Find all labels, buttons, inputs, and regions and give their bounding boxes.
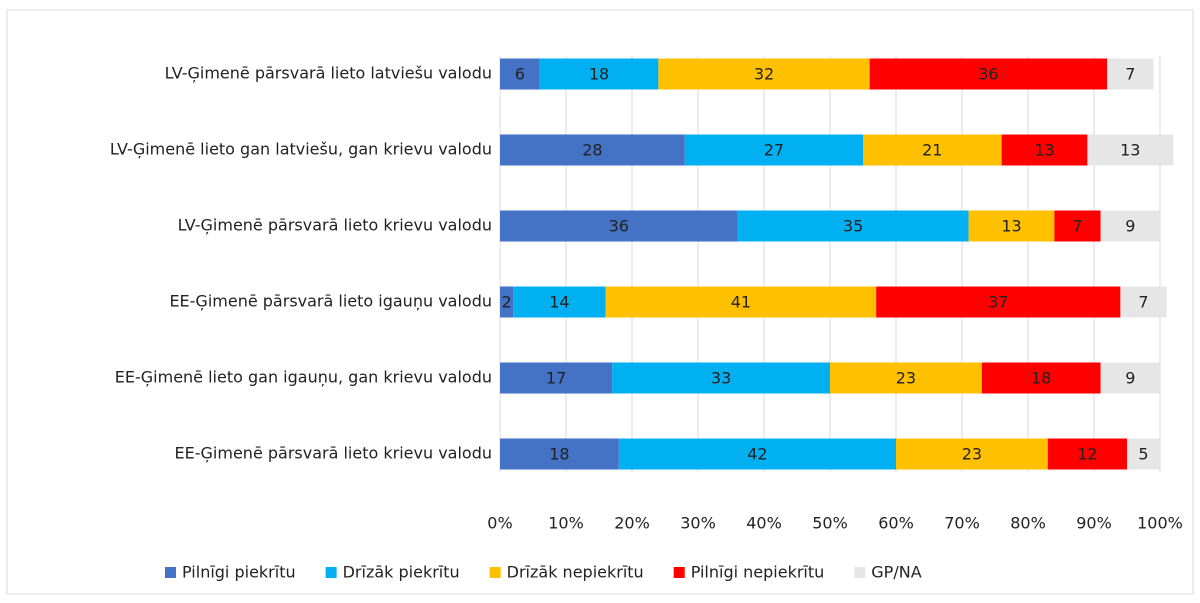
x-tick-label: 20%: [614, 514, 650, 533]
x-tick-label: 80%: [1010, 514, 1046, 533]
x-tick-label: 30%: [680, 514, 716, 533]
data-label: 32: [754, 65, 774, 84]
data-label: 13: [1001, 217, 1021, 236]
bar-segment: [1001, 134, 1088, 166]
bar-segment: [500, 362, 613, 394]
data-label: 33: [711, 369, 731, 388]
x-tick-label: 0%: [487, 514, 512, 533]
data-label: 18: [1031, 369, 1051, 388]
legend-label: Drīzāk nepiekrītu: [507, 563, 644, 582]
x-tick-label: 50%: [812, 514, 848, 533]
data-label: 12: [1077, 445, 1097, 464]
y-tick-label: EE-Ģimenē pārsvarā lieto igauņu valodu: [169, 292, 492, 311]
data-label: 7: [1138, 293, 1148, 312]
data-label: 37: [988, 293, 1008, 312]
data-label: 13: [1034, 141, 1054, 160]
legend-swatch: [489, 567, 501, 578]
y-tick-label: LV-Ģimenē lieto gan latviešu, gan krievu…: [110, 140, 492, 159]
data-label: 28: [582, 141, 602, 160]
bar-segment: [500, 134, 685, 166]
data-label: 27: [764, 141, 784, 160]
data-label: 36: [609, 217, 629, 236]
data-label: 23: [962, 445, 982, 464]
data-label: 18: [589, 65, 609, 84]
bar-segment: [612, 362, 830, 394]
bar-segment: [981, 362, 1101, 394]
bar-segment: [500, 438, 619, 470]
bar-segment: [876, 286, 1121, 318]
legend-label: Drīzāk piekrītu: [343, 563, 460, 582]
data-label: 6: [515, 65, 525, 84]
x-tick-label: 40%: [746, 514, 782, 533]
bar-segment: [1100, 210, 1160, 242]
bar-segment: [539, 58, 659, 90]
legend-label: GP/NA: [871, 563, 921, 582]
bar-segment: [869, 58, 1108, 90]
data-label: 18: [549, 445, 569, 464]
data-label: 41: [731, 293, 751, 312]
legend-swatch: [673, 567, 685, 578]
data-label: 21: [922, 141, 942, 160]
bar-segment: [896, 438, 1048, 470]
bar-segment: [1120, 286, 1167, 318]
bar-segment: [658, 58, 870, 90]
data-label: 23: [896, 369, 916, 388]
data-label: 42: [747, 445, 767, 464]
bar-segment: [1087, 134, 1174, 166]
data-label: 36: [978, 65, 998, 84]
legend-swatch: [854, 567, 866, 578]
data-label: 9: [1125, 369, 1135, 388]
legend-swatch: [325, 567, 337, 578]
data-label: 13: [1120, 141, 1140, 160]
legend-label: Pilnīgi nepiekrītu: [691, 563, 825, 582]
data-label: 5: [1138, 445, 1148, 464]
bar-segment: [618, 438, 896, 470]
bar-segment: [1107, 58, 1154, 90]
y-tick-label: LV-Ģimenē pārsvarā lieto latviešu valodu: [165, 64, 492, 83]
x-tick-label: 10%: [548, 514, 584, 533]
bar-segment: [1127, 438, 1160, 470]
legend-label: Pilnīgi piekrītu: [182, 563, 296, 582]
bar-segment: [500, 58, 540, 90]
y-tick-label: EE-Ģimenē lieto gan igauņu, gan krievu v…: [115, 368, 492, 387]
bar-segment: [684, 134, 863, 166]
x-tick-label: 90%: [1076, 514, 1112, 533]
x-tick-label: 70%: [944, 514, 980, 533]
bar-segment: [500, 210, 738, 242]
data-label: 7: [1125, 65, 1135, 84]
data-label: 17: [546, 369, 566, 388]
bar-segment: [968, 210, 1055, 242]
bar-segment: [605, 286, 877, 318]
bar-segment: [1047, 438, 1127, 470]
data-label: 9: [1125, 217, 1135, 236]
bar-segment: [1100, 362, 1160, 394]
y-tick-label: EE-Ģimenē pārsvarā lieto krievu valodu: [175, 444, 492, 463]
bar-segment: [863, 134, 1002, 166]
data-label: 14: [549, 293, 569, 312]
bar-segment: [830, 362, 982, 394]
bar-segment: [513, 286, 606, 318]
data-label: 35: [843, 217, 863, 236]
bar-segment: [1054, 210, 1101, 242]
bar-segment: [500, 286, 514, 318]
legend-swatch: [165, 567, 176, 578]
y-tick-label: LV-Ģimenē pārsvarā lieto krievu valodu: [178, 216, 492, 235]
x-tick-label: 60%: [878, 514, 914, 533]
data-label: 7: [1072, 217, 1082, 236]
data-label: 2: [502, 293, 512, 312]
bar-segment: [737, 210, 969, 242]
x-tick-label: 100%: [1137, 514, 1183, 533]
